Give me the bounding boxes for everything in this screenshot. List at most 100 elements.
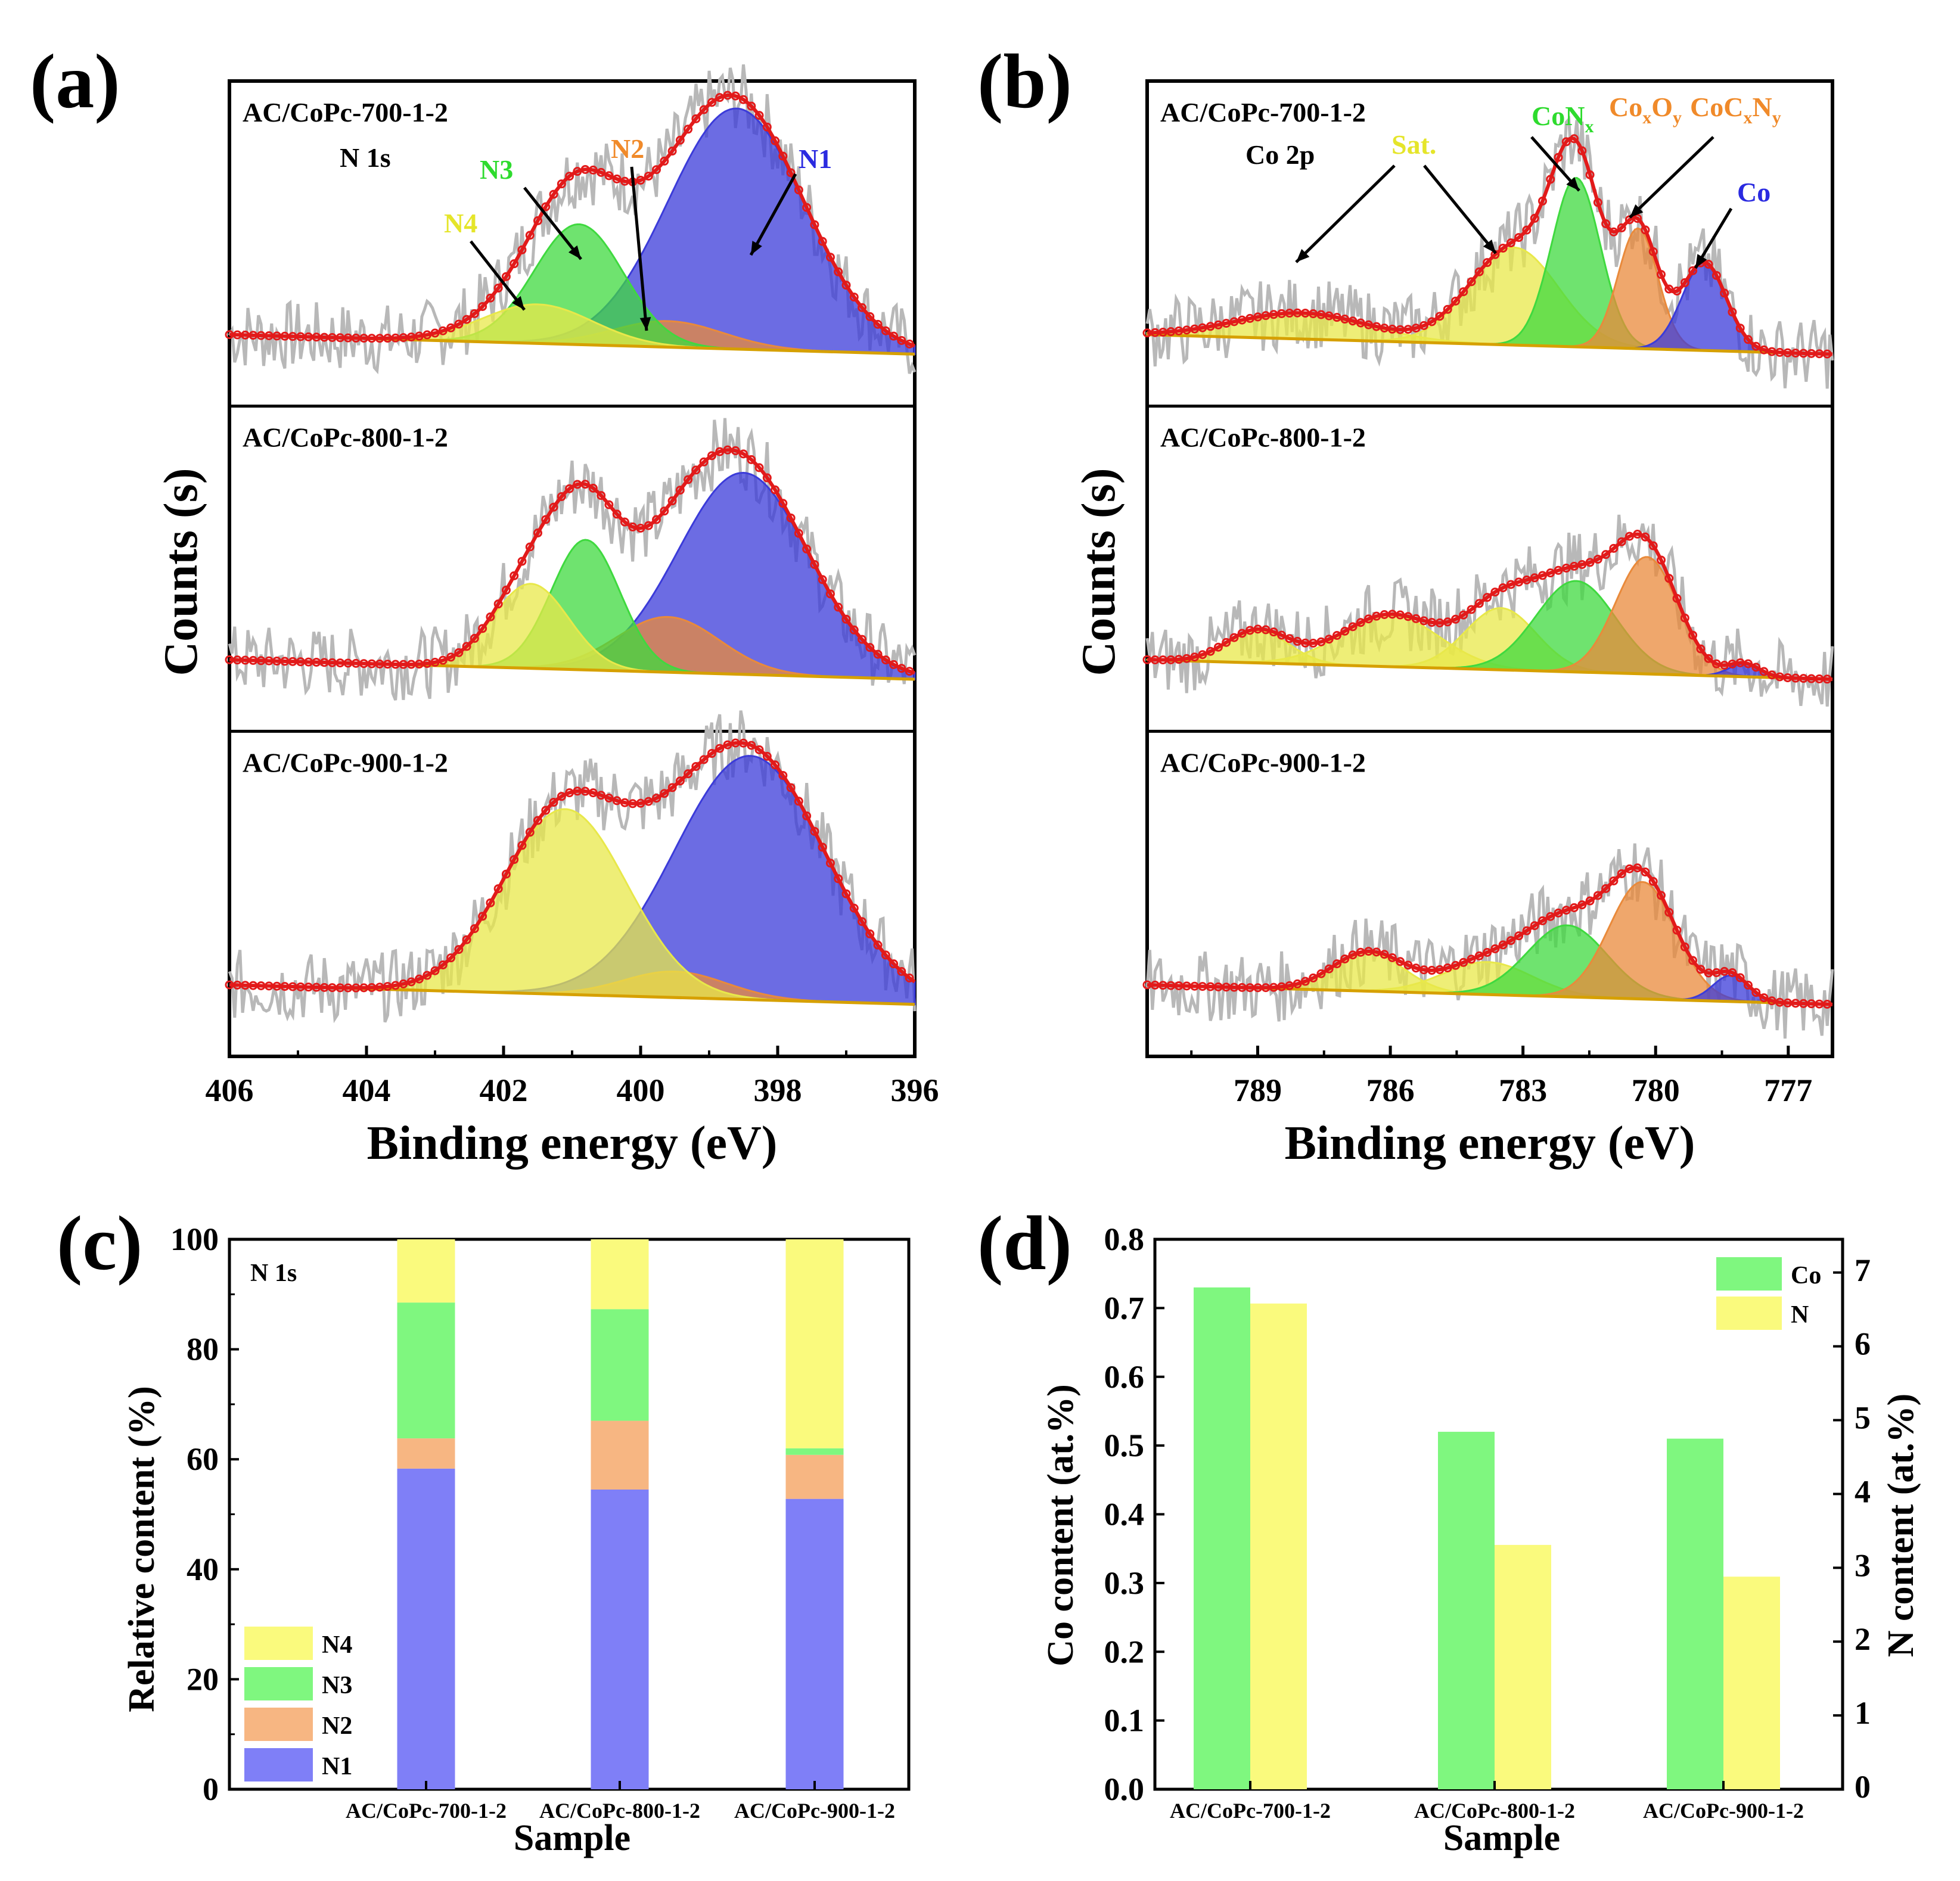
fit-marker [644, 797, 653, 806]
fit-marker [597, 791, 606, 800]
y-left-tick-label: 0.8 [1104, 1221, 1145, 1257]
fit-marker [597, 491, 606, 500]
fit-marker [905, 667, 914, 676]
fit-marker [794, 185, 803, 195]
fit-marker [1483, 947, 1492, 957]
fit-marker [557, 792, 566, 801]
fit-marker [493, 884, 503, 894]
fit-marker [1657, 270, 1666, 279]
fit-marker [501, 869, 511, 879]
fit-marker [1459, 957, 1468, 967]
fit-marker [1735, 973, 1745, 983]
panel-label-c: (c) [57, 1201, 142, 1286]
x-tick-label: 398 [754, 1072, 802, 1108]
peak-label-sat: Sat. [1391, 129, 1436, 160]
legend-swatch-n [1716, 1297, 1782, 1330]
x-tick-label: 780 [1632, 1072, 1680, 1108]
fit-marker [486, 612, 495, 621]
fit-marker [1585, 170, 1595, 179]
fit-marker [858, 303, 867, 312]
fit-marker [889, 331, 899, 341]
fit-marker [762, 122, 772, 132]
fit-marker [1641, 532, 1650, 542]
fit-marker [1206, 646, 1215, 656]
fit-marker [810, 220, 819, 229]
fit-marker [1759, 345, 1769, 355]
bar-n4 [397, 1239, 455, 1303]
fit-marker [1372, 611, 1381, 621]
fit-marker [604, 500, 614, 509]
fit-marker [786, 783, 796, 792]
fit-marker [517, 245, 527, 254]
annotation-arrow [1295, 164, 1396, 263]
fit-marker [1522, 225, 1532, 235]
fit-marker [1711, 968, 1721, 977]
fit-marker [462, 315, 471, 324]
fit-marker [1609, 876, 1619, 885]
x-tick-label: AC/CoPc-700-1-2 [1170, 1799, 1331, 1823]
arrow-head [639, 317, 651, 331]
fit-marker [399, 979, 408, 988]
fit-marker [636, 798, 645, 808]
fit-marker [1277, 982, 1287, 991]
fit-marker [510, 571, 519, 580]
fit-marker [1356, 318, 1365, 328]
fit-marker [423, 330, 432, 340]
fit-marker [1593, 198, 1602, 207]
fit-marker [1245, 626, 1254, 635]
fit-marker [1380, 950, 1389, 959]
fit-marker [1617, 537, 1626, 546]
fit-marker [1332, 313, 1341, 322]
fit-marker [462, 935, 471, 944]
annotation-arrow [470, 240, 526, 311]
fit-marker [620, 517, 629, 527]
fit-marker [1767, 996, 1776, 1006]
fit-marker [1340, 626, 1350, 636]
fit-marker [660, 156, 669, 166]
fit-marker [1609, 227, 1619, 237]
fit-marker [1648, 541, 1658, 551]
legend-swatch-n3 [244, 1667, 313, 1700]
fit-marker [510, 259, 519, 269]
fit-marker [1657, 891, 1666, 900]
label-part: O [1651, 92, 1673, 122]
bar-n2 [785, 1454, 844, 1499]
fit-marker [675, 135, 685, 145]
y-left-tick-label: 0.1 [1104, 1703, 1145, 1739]
panel-d-plot: 0.0 0.1 0.2 0.3 0.4 0.5 0.6 0.7 0.8 0 1 2 3 4 5 6 7 AC/Co… [1104, 1221, 1871, 1823]
fit-marker [1356, 618, 1365, 627]
bar-n1 [591, 1489, 649, 1789]
fit-marker [849, 903, 859, 913]
fit-marker [493, 599, 503, 609]
fit-marker [1474, 599, 1484, 608]
fit-marker [731, 91, 740, 101]
fit-marker [1483, 258, 1492, 268]
fit-marker [430, 328, 440, 338]
fit-marker [580, 786, 590, 796]
fit-marker [660, 789, 669, 798]
bar-n [1723, 1577, 1780, 1789]
fit-marker [881, 326, 890, 335]
fit-marker [1577, 146, 1587, 156]
fit-marker [454, 945, 464, 955]
fit-marker [841, 889, 851, 898]
fit-marker [858, 635, 867, 644]
fit-marker [684, 769, 693, 779]
annotation-arrow [749, 173, 797, 256]
fit-marker [588, 788, 598, 798]
fit-marker [1403, 960, 1413, 970]
fit-marker [1554, 153, 1563, 162]
peak-label-n1: N1 [799, 144, 832, 174]
fit-marker [691, 114, 701, 123]
fit-marker [1537, 196, 1547, 206]
fit-marker [1387, 953, 1397, 962]
fit-marker [707, 451, 716, 461]
legend-label-n3: N3 [322, 1672, 352, 1699]
fit-marker [1443, 617, 1452, 627]
fit-marker [699, 755, 709, 764]
peak-label-n2: N2 [611, 133, 644, 164]
bar-co [1194, 1287, 1250, 1789]
fit-marker [667, 783, 677, 792]
x-tick-label: 402 [480, 1072, 528, 1108]
fit-marker [549, 189, 558, 199]
